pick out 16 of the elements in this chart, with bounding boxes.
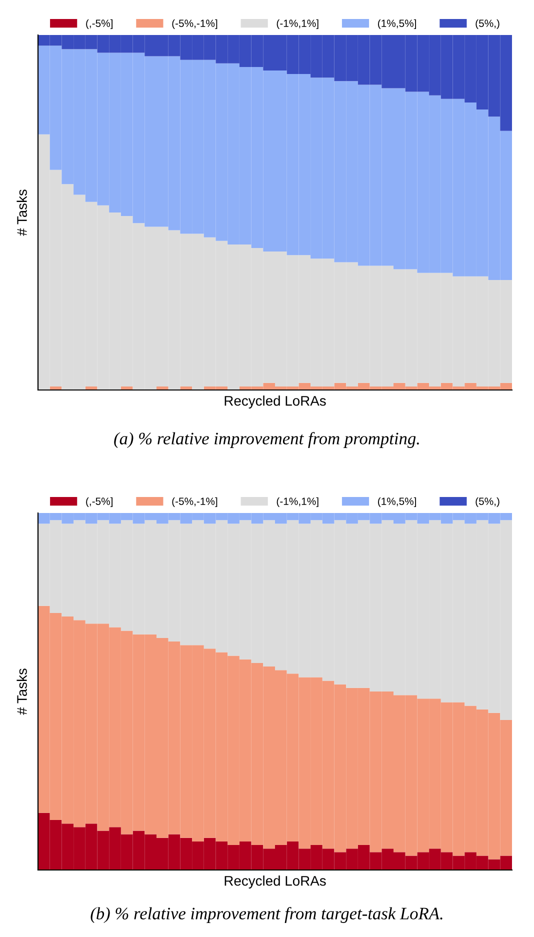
- legend-label: (1%,5%]: [378, 497, 416, 508]
- legend-label: (-1%,1%]: [276, 19, 318, 30]
- x-axis-title: Recycled LoRAs: [224, 876, 326, 889]
- legend-label: (5%,): [476, 19, 500, 30]
- text: (a) % relative improvement from prompting.: [114, 432, 419, 448]
- legend-label: (,-5%]: [86, 19, 112, 30]
- y-axis-title: # Tasks: [16, 668, 27, 715]
- legend-label: (1%,5%]: [378, 19, 416, 30]
- y-axis-title: # Tasks: [16, 190, 27, 236]
- x-axis-title: Recycled LoRAs: [224, 396, 326, 409]
- legend-label: (-1%,1%]: [276, 497, 318, 508]
- text: (b) % relative improvement from target-task LoRA.: [90, 907, 442, 923]
- legend-label: (5%,): [476, 497, 500, 508]
- legend-label: (,-5%]: [86, 497, 112, 508]
- legend-label: (-5%,-1%]: [172, 19, 218, 30]
- legend-label: (-5%,-1%]: [172, 497, 218, 508]
